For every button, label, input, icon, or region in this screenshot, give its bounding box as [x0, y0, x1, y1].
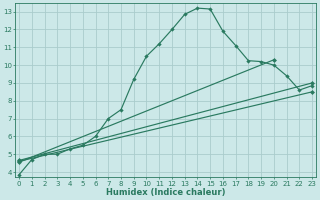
X-axis label: Humidex (Indice chaleur): Humidex (Indice chaleur)	[106, 188, 225, 197]
